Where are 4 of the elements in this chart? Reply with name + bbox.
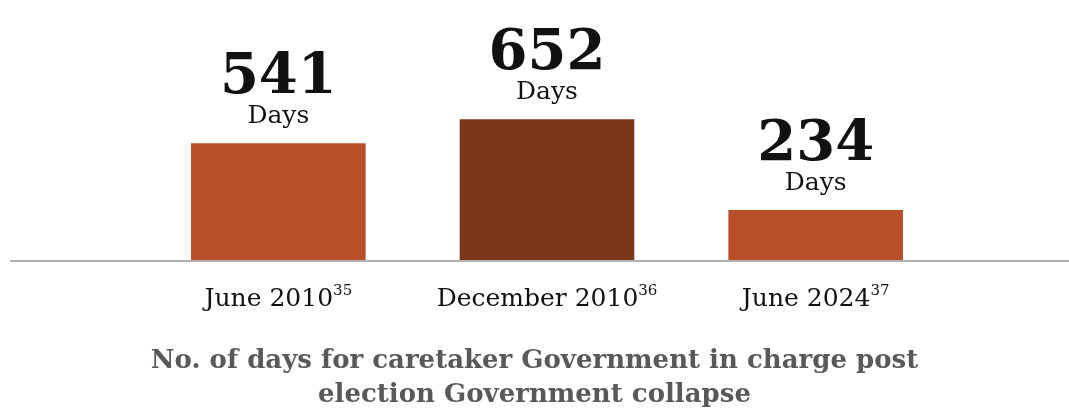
data-label: 652 Days bbox=[488, 16, 606, 106]
data-label: 541 Days bbox=[219, 40, 337, 130]
data-label: 234 Days bbox=[757, 107, 875, 197]
text: No. of days for caretaker Government in charge post election Government collapse bbox=[149, 343, 920, 410]
